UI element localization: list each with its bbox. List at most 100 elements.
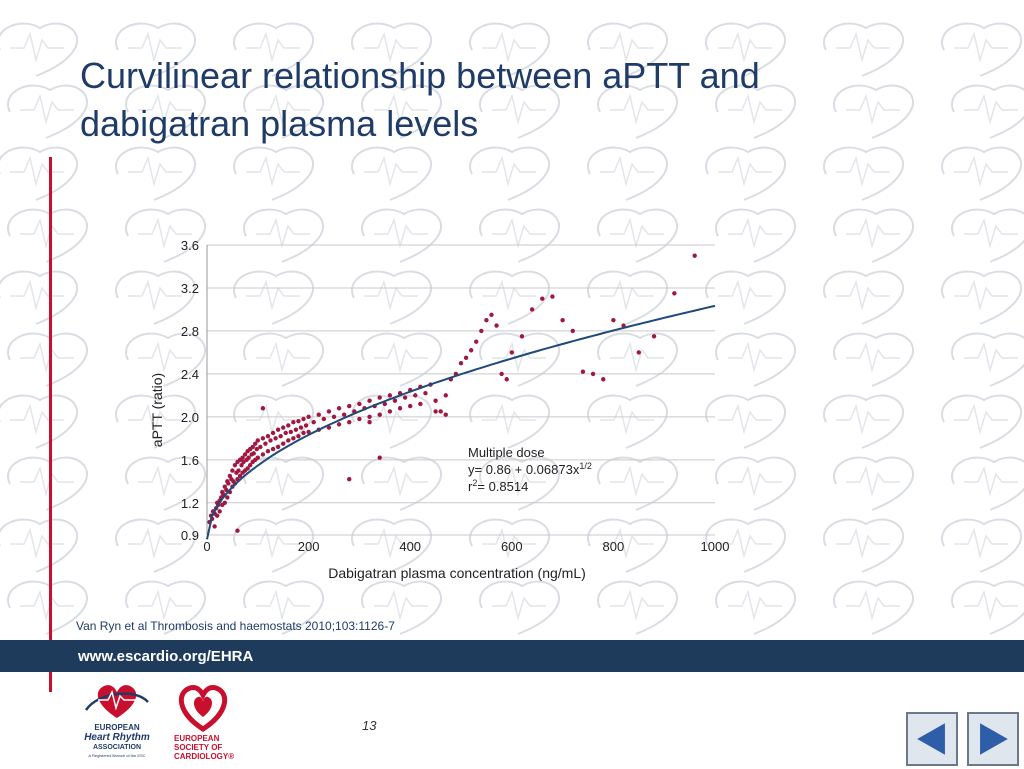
data-point: [268, 438, 273, 443]
data-point: [392, 398, 398, 403]
data-point: [377, 395, 382, 400]
data-point: [509, 350, 514, 355]
annotation-exponent: 1/2: [579, 461, 592, 471]
pattern-tile: [941, 270, 1022, 325]
x-tick-label: 800: [603, 539, 625, 554]
data-point: [529, 307, 535, 312]
data-point: [281, 425, 286, 430]
pattern-tile: [361, 580, 442, 635]
pattern-tile: [823, 518, 904, 573]
next-slide-button[interactable]: [967, 712, 1019, 766]
accent-vertical-line: [49, 157, 52, 692]
esc-inner-heart-icon: [193, 696, 213, 717]
pattern-tile: [233, 22, 314, 77]
data-point: [418, 401, 423, 407]
pattern-tile: [587, 146, 668, 201]
grid-lines: [206, 244, 715, 536]
data-point: [489, 312, 494, 318]
pattern-tile: [125, 208, 206, 263]
data-point: [212, 524, 217, 529]
pattern-tile: [705, 146, 786, 201]
pattern-tile: [705, 518, 786, 573]
data-point: [408, 403, 413, 409]
x-axis-label: Dabigatran plasma concentration (ng/mL): [328, 565, 586, 581]
pattern-tile: [351, 270, 432, 325]
background-pattern: [0, 22, 1024, 635]
data-point: [692, 253, 697, 258]
scatter-chart: 0.9 1.2 1.6 2.0 2.4 2.8 3.2 3.6 0 200 400 600 800 10…: [149, 238, 729, 581]
data-point: [245, 466, 250, 471]
previous-slide-button[interactable]: [906, 712, 958, 766]
x-tick-label: 400: [399, 539, 421, 554]
pattern-tile: [833, 456, 914, 511]
footer-url-link[interactable]: www.escardio.org/EHRA: [78, 648, 254, 665]
data-points: [207, 253, 697, 533]
esc-logo: EUROPEAN SOCIETY OF CARDIOLOGY®: [174, 685, 234, 761]
data-point: [291, 420, 296, 425]
data-point: [504, 377, 509, 382]
pattern-tile: [705, 394, 786, 449]
data-point: [222, 500, 227, 505]
pattern-tile: [125, 456, 206, 511]
pattern-tile: [951, 208, 1024, 263]
esc-text-1: EUROPEAN: [174, 734, 220, 743]
pattern-tile: [941, 394, 1022, 449]
pattern-tile: [715, 84, 796, 139]
x-tick-label: 1000: [701, 539, 730, 554]
data-point: [230, 468, 235, 473]
data-point: [367, 414, 372, 420]
data-point: [347, 403, 352, 409]
y-tick-label: 2.8: [181, 324, 199, 339]
data-point: [296, 433, 301, 439]
citation: Van Ryn et al Thrombosis and haemostats …: [76, 619, 395, 633]
data-point: [382, 401, 387, 407]
ehra-pulse-icon: [98, 689, 136, 711]
data-point: [651, 334, 657, 339]
pattern-tile: [951, 456, 1024, 511]
x-tick-labels: 0 200 400 600 800 1000: [203, 539, 729, 554]
data-point: [570, 328, 575, 334]
data-point: [224, 487, 229, 493]
pattern-tile: [233, 518, 314, 573]
pattern-tile: [833, 580, 914, 635]
pattern-tile: [469, 270, 550, 325]
data-point: [560, 317, 565, 323]
annotation-r-value: = 0.8514: [477, 479, 528, 494]
pattern-tile: [705, 22, 786, 77]
pattern-tile: [823, 270, 904, 325]
data-point: [519, 334, 525, 339]
pattern-tile: [469, 146, 550, 201]
data-point: [550, 294, 555, 299]
pattern-tile: [361, 208, 442, 263]
data-point: [241, 459, 246, 465]
data-point: [283, 430, 288, 436]
data-point: [255, 438, 260, 443]
data-point: [331, 414, 337, 420]
pattern-tile: [243, 332, 324, 387]
pattern-tile: [587, 518, 668, 573]
data-point: [247, 462, 253, 468]
data-point: [260, 452, 266, 457]
pattern-tile: [715, 332, 796, 387]
slide-title: Curvilinear relationship between aPTT an…: [80, 55, 760, 144]
data-point: [303, 423, 309, 428]
data-point: [260, 436, 266, 441]
y-tick-label: 1.6: [181, 453, 199, 468]
fit-annotation: Multiple dose y= 0.86 + 0.06873x1/2 r2= …: [468, 445, 592, 494]
pattern-tile: [351, 22, 432, 77]
data-point: [494, 323, 499, 328]
data-point: [265, 433, 271, 439]
data-point: [298, 425, 304, 430]
data-point: [278, 433, 283, 439]
x-tick-label: 0: [203, 539, 210, 554]
data-point: [316, 412, 321, 417]
pattern-tile: [951, 580, 1024, 635]
pattern-tile: [951, 332, 1024, 387]
ehra-heart-icon: [97, 685, 137, 718]
pattern-tile: [833, 84, 914, 139]
pattern-tile: [233, 270, 314, 325]
pattern-tile: [597, 208, 678, 263]
data-point: [377, 455, 382, 460]
ehra-logo: EUROPEAN Heart Rhythm ASSOCIATION A Regi…: [84, 685, 150, 758]
y-tick-label: 1.2: [181, 496, 199, 511]
